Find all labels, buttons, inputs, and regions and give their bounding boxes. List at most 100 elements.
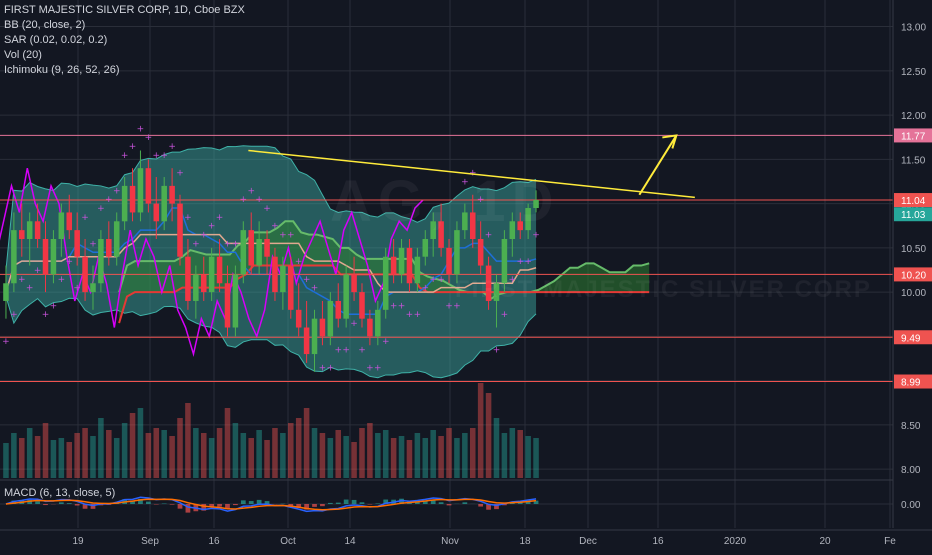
candle-body[interactable] [138,168,144,212]
candle-body[interactable] [114,221,120,256]
candle-body[interactable] [177,204,183,257]
macd-histogram-bar [336,503,341,504]
candle-body[interactable] [225,283,231,327]
price-tag-label[interactable]: 10.20 [901,270,926,281]
sar-dot: + [97,204,105,214]
sar-dot: + [137,124,145,134]
volume-bar [359,428,365,478]
legend-symbol[interactable]: FIRST MAJESTIC SILVER CORP, 1D, Cboe BZX [4,3,245,18]
candle-body[interactable] [154,204,160,222]
candle-body[interactable] [478,239,484,266]
price-tick-label: 13.00 [901,23,926,34]
candle-body[interactable] [201,274,207,292]
candle-body[interactable] [320,319,326,337]
candle-body[interactable] [383,257,389,310]
volume-bar [407,440,413,478]
candle-body[interactable] [130,186,136,213]
volume-bar [478,383,484,478]
price-tag-label[interactable]: 8.99 [901,378,921,389]
candle-body[interactable] [288,266,294,310]
candle-body[interactable] [27,221,33,239]
candle-body[interactable] [423,239,429,257]
legend-bb[interactable]: BB (20, close, 2) [4,18,245,33]
time-tick-label: 18 [519,536,531,547]
sar-dot: + [200,231,208,241]
candle-body[interactable] [399,248,405,275]
candle-body[interactable] [185,257,191,301]
sar-dot: + [437,275,445,285]
candle-body[interactable] [169,186,175,204]
legend-vol[interactable]: Vol (20) [4,48,245,63]
legend-sar[interactable]: SAR (0.02, 0.02, 0.2) [4,33,245,48]
candle-body[interactable] [43,239,49,274]
price-tag-label[interactable]: 11.03 [901,210,926,221]
candle-body[interactable] [161,186,167,221]
candle-body[interactable] [209,257,215,292]
sar-dot: + [334,346,342,356]
candle-body[interactable] [264,239,270,257]
candle-body[interactable] [359,292,365,319]
candle-body[interactable] [343,274,349,318]
candle-body[interactable] [367,319,373,337]
legend-ichimoku[interactable]: Ichimoku (9, 26, 52, 26) [4,63,245,78]
time-tick-label: Sep [141,536,159,547]
macd-histogram-bar [217,504,222,507]
candle-body[interactable] [122,186,128,221]
candle-body[interactable] [82,257,88,292]
candle-body[interactable] [90,283,96,292]
candle-body[interactable] [328,301,334,336]
volume-bar [66,442,72,478]
sar-dot: + [81,213,89,223]
candle-body[interactable] [454,230,460,274]
candle-body[interactable] [304,328,310,355]
candle-body[interactable] [351,274,357,292]
candle-body[interactable] [193,274,199,301]
candle-body[interactable] [446,248,452,275]
volume-bar [328,438,334,478]
candle-body[interactable] [391,257,397,275]
candle-body[interactable] [272,257,278,292]
time-tick-label: 19 [72,536,84,547]
candle-body[interactable] [51,239,57,274]
candle-body[interactable] [106,239,112,257]
sar-dot: + [374,363,382,373]
candle-body[interactable] [256,239,262,266]
candle-body[interactable] [241,230,247,274]
sar-dot: + [89,239,97,249]
price-tag-label[interactable]: 11.77 [901,131,926,142]
candle-body[interactable] [312,319,318,354]
macd-legend[interactable]: MACD (6, 13, close, 5) [4,487,115,499]
volume-bar [335,430,341,478]
sar-dot: + [2,337,10,347]
volume-bar [209,438,215,478]
candle-body[interactable] [74,230,80,257]
candle-body[interactable] [3,283,9,301]
candle-body[interactable] [335,301,341,319]
price-tag-label[interactable]: 9.49 [901,333,921,344]
candle-body[interactable] [248,230,254,265]
sar-dot: + [303,275,311,285]
candle-body[interactable] [233,274,239,327]
sar-dot: + [216,213,224,223]
macd-histogram-bar [43,504,48,505]
candle-body[interactable] [280,266,286,293]
candle-body[interactable] [66,212,72,230]
macd-histogram-bar [447,504,452,505]
candle-body[interactable] [35,221,41,239]
candle-body[interactable] [415,257,421,284]
candle-body[interactable] [217,257,223,284]
candle-body[interactable] [407,248,413,283]
candle-body[interactable] [146,168,152,203]
candle-body[interactable] [98,239,104,283]
volume-bar [233,423,239,478]
candle-body[interactable] [375,310,381,337]
candle-body[interactable] [19,230,25,239]
sar-dot: + [105,195,113,205]
volume-bar [217,428,223,478]
price-tag-label[interactable]: 11.04 [901,196,926,207]
macd-histogram-bar [462,502,467,504]
candle-body[interactable] [11,230,17,283]
candle-body[interactable] [59,212,65,239]
candle-body[interactable] [296,310,302,328]
